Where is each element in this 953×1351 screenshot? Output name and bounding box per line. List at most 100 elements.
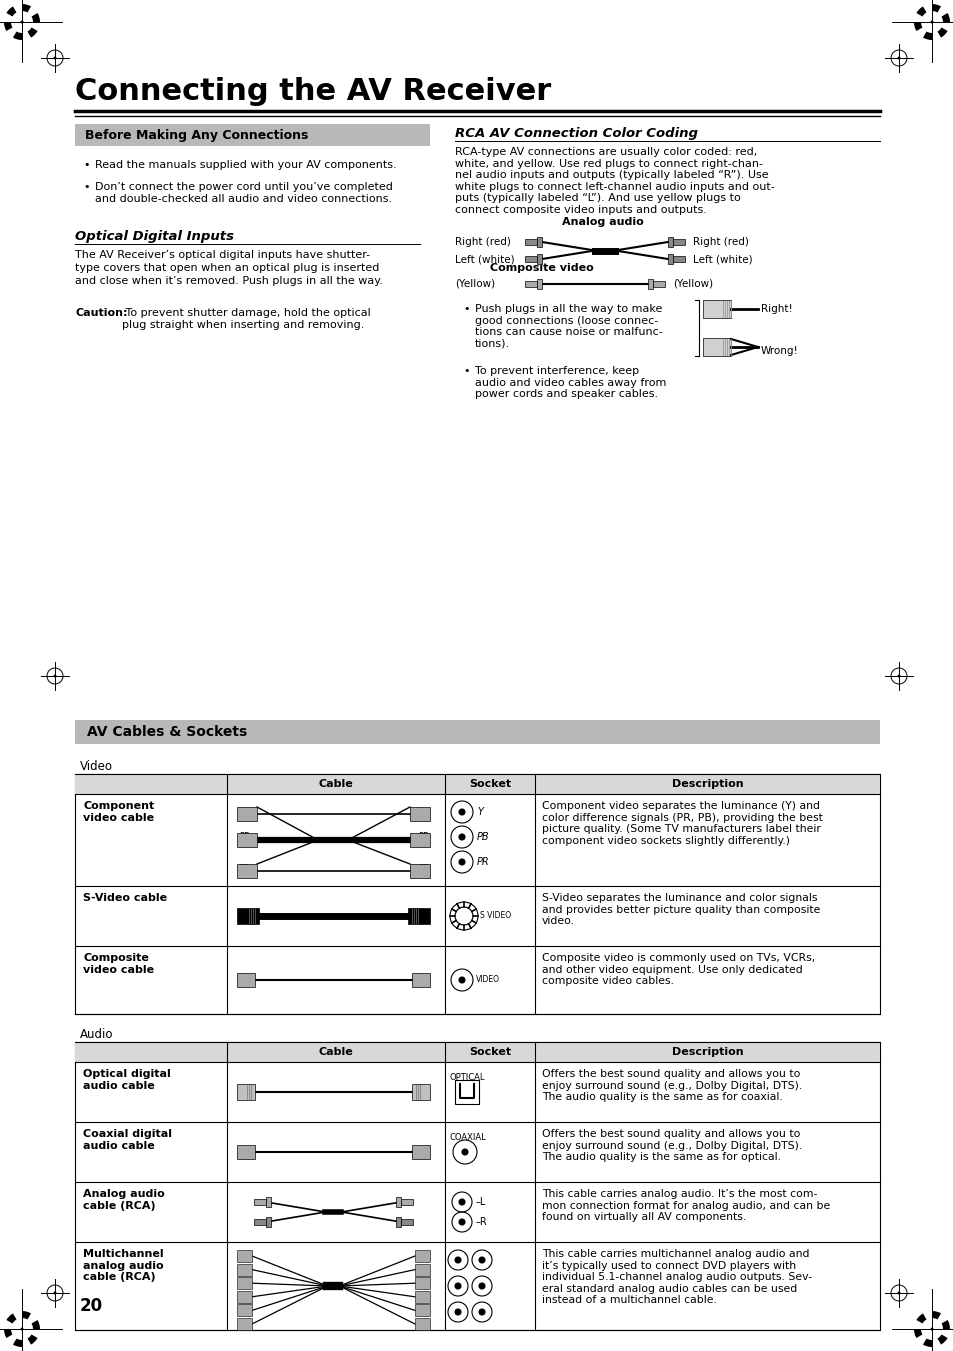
Text: Y: Y bbox=[239, 808, 244, 817]
Circle shape bbox=[20, 1328, 24, 1331]
Text: Y: Y bbox=[421, 808, 427, 817]
Text: Y: Y bbox=[476, 807, 482, 817]
Bar bbox=[236, 1263, 252, 1275]
Text: Socket: Socket bbox=[469, 780, 511, 789]
Circle shape bbox=[929, 20, 933, 23]
Wedge shape bbox=[13, 1329, 22, 1347]
Wedge shape bbox=[7, 1313, 22, 1329]
Wedge shape bbox=[22, 1329, 37, 1344]
Bar bbox=[537, 236, 541, 247]
Bar bbox=[236, 1084, 254, 1100]
Text: Composite video is commonly used on TVs, VCRs,
and other video equipment. Use on: Composite video is commonly used on TVs,… bbox=[541, 952, 815, 986]
Bar bbox=[400, 1198, 413, 1205]
Bar bbox=[702, 338, 730, 357]
Bar bbox=[236, 865, 256, 878]
Bar bbox=[236, 1277, 252, 1289]
Circle shape bbox=[461, 1148, 468, 1155]
Wedge shape bbox=[913, 1329, 931, 1337]
Bar bbox=[395, 1197, 400, 1206]
Text: Audio: Audio bbox=[80, 1028, 113, 1042]
Text: •: • bbox=[83, 182, 90, 192]
Bar bbox=[236, 834, 256, 847]
Bar bbox=[667, 236, 672, 247]
Text: (Yellow): (Yellow) bbox=[672, 280, 713, 289]
Circle shape bbox=[455, 1309, 460, 1315]
Bar bbox=[236, 807, 256, 821]
Text: Optical Digital Inputs: Optical Digital Inputs bbox=[75, 230, 233, 243]
Circle shape bbox=[458, 1198, 464, 1205]
Text: Component video separates the luminance (Y) and
color difference signals (PR, PB: Component video separates the luminance … bbox=[541, 801, 822, 846]
Text: This cable carries analog audio. It’s the most com-
mon connection format for an: This cable carries analog audio. It’s th… bbox=[541, 1189, 829, 1223]
Text: (Yellow): (Yellow) bbox=[455, 280, 495, 289]
Text: Description: Description bbox=[671, 1047, 742, 1056]
Bar bbox=[415, 1277, 430, 1289]
Bar bbox=[524, 281, 537, 286]
Bar bbox=[415, 1290, 430, 1302]
Wedge shape bbox=[931, 1310, 940, 1329]
Bar bbox=[75, 1042, 879, 1062]
Text: Optical digital
audio cable: Optical digital audio cable bbox=[83, 1069, 171, 1090]
Text: Component
video cable: Component video cable bbox=[83, 801, 154, 823]
Text: Don’t connect the power cord until you’ve completed
and double-checked all audio: Don’t connect the power cord until you’v… bbox=[95, 182, 393, 204]
Text: Connecting the AV Receiver: Connecting the AV Receiver bbox=[75, 77, 551, 105]
Circle shape bbox=[458, 834, 464, 840]
Wedge shape bbox=[4, 22, 22, 31]
Bar bbox=[253, 1219, 266, 1225]
Text: •: • bbox=[462, 366, 469, 376]
Wedge shape bbox=[913, 22, 931, 31]
Circle shape bbox=[455, 1256, 460, 1263]
Circle shape bbox=[458, 809, 464, 815]
Bar bbox=[236, 1290, 252, 1302]
Bar bbox=[236, 1146, 254, 1159]
Bar bbox=[75, 720, 879, 744]
Text: Before Making Any Connections: Before Making Any Connections bbox=[85, 128, 308, 142]
Wedge shape bbox=[7, 7, 22, 22]
Wedge shape bbox=[22, 4, 30, 22]
Bar bbox=[253, 1198, 266, 1205]
Text: •: • bbox=[83, 159, 90, 170]
Bar bbox=[652, 281, 664, 286]
Circle shape bbox=[478, 1309, 484, 1315]
Bar bbox=[266, 1197, 271, 1206]
Circle shape bbox=[11, 11, 33, 32]
Bar bbox=[266, 1217, 271, 1227]
Circle shape bbox=[897, 57, 900, 59]
Text: VIDEO: VIDEO bbox=[476, 975, 499, 985]
Bar bbox=[415, 1263, 430, 1275]
Circle shape bbox=[53, 57, 56, 59]
Text: PB: PB bbox=[239, 832, 250, 842]
Wedge shape bbox=[923, 22, 931, 41]
Bar bbox=[75, 774, 879, 794]
Text: Multichannel
analog audio
cable (RCA): Multichannel analog audio cable (RCA) bbox=[83, 1250, 164, 1282]
Bar bbox=[410, 834, 430, 847]
Text: –R: –R bbox=[476, 1217, 487, 1227]
Circle shape bbox=[20, 20, 24, 23]
Bar bbox=[236, 908, 258, 924]
Text: –L: –L bbox=[476, 1197, 486, 1206]
Wedge shape bbox=[931, 22, 946, 38]
Bar bbox=[395, 1217, 400, 1227]
Text: Right!: Right! bbox=[760, 304, 792, 313]
Bar bbox=[647, 280, 652, 289]
Text: PB: PB bbox=[476, 832, 489, 842]
Bar bbox=[672, 255, 684, 262]
Text: COAXIAL: COAXIAL bbox=[450, 1133, 486, 1143]
Circle shape bbox=[53, 674, 56, 677]
Wedge shape bbox=[916, 1313, 931, 1329]
Wedge shape bbox=[22, 14, 40, 22]
Text: To prevent interference, keep
audio and video cables away from
power cords and s: To prevent interference, keep audio and … bbox=[475, 366, 666, 399]
Wedge shape bbox=[4, 1329, 22, 1337]
Wedge shape bbox=[22, 22, 37, 38]
Wedge shape bbox=[916, 7, 931, 22]
Text: RCA-type AV connections are usually color coded: red,
white, and yellow. Use red: RCA-type AV connections are usually colo… bbox=[455, 147, 774, 215]
Text: Cable: Cable bbox=[318, 1047, 353, 1056]
Bar bbox=[410, 807, 430, 821]
Text: Socket: Socket bbox=[469, 1047, 511, 1056]
Text: Push plugs in all the way to make
good connections (loose connec-
tions can caus: Push plugs in all the way to make good c… bbox=[475, 304, 662, 349]
Text: Caution:: Caution: bbox=[75, 308, 128, 317]
Circle shape bbox=[53, 1292, 56, 1294]
Text: Description: Description bbox=[671, 780, 742, 789]
Wedge shape bbox=[931, 14, 949, 22]
Text: Offers the best sound quality and allows you to
enjoy surround sound (e.g., Dolb: Offers the best sound quality and allows… bbox=[541, 1069, 801, 1102]
Text: Cable: Cable bbox=[318, 780, 353, 789]
